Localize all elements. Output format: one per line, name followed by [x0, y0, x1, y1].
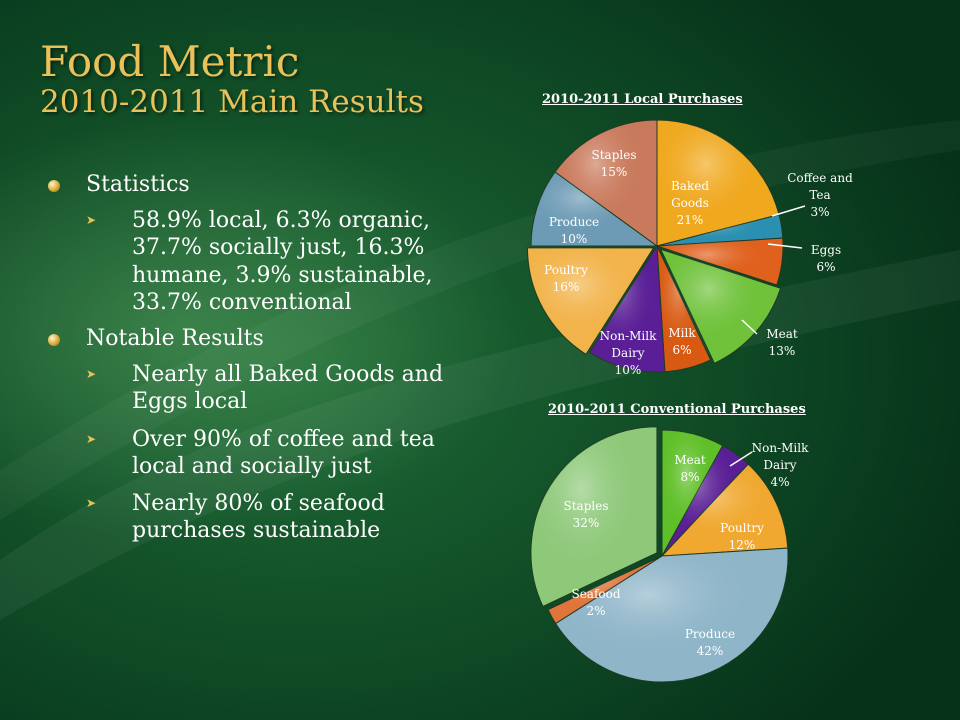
bullet-dot-icon — [48, 180, 60, 192]
arrow-bullet-icon: ➤ — [86, 367, 97, 382]
slice-label-meat: Meat 13% — [766, 327, 798, 358]
sub-bullet: ➤ 58.9% local, 6.3% organic, 37.7% socia… — [46, 207, 446, 316]
sub-bullet-text: Nearly all Baked Goods and Eggs local — [132, 362, 444, 415]
sub-bullet-text: 58.9% local, 6.3% organic, 37.7% sociall… — [132, 208, 433, 315]
pie-slice-shine — [527, 247, 654, 355]
sub-bullet: ➤ Over 90% of coffee and tea local and s… — [46, 426, 446, 481]
pie-slice-shine — [662, 445, 749, 556]
pie-slice-shine — [531, 171, 657, 246]
pie-slice-shine — [657, 238, 783, 285]
pie-slice-shine — [555, 120, 657, 246]
slice-label-poultry: Poultry 16% — [544, 263, 588, 294]
sub-bullet-text: Nearly 80% of seafood purchases sustaina… — [132, 491, 385, 544]
arrow-bullet-icon: ➤ — [86, 431, 97, 446]
bullet-list: Statistics ➤ 58.9% local, 6.3% organic, … — [46, 172, 446, 555]
sub-bullet: ➤ Nearly 80% of seafood purchases sustai… — [46, 490, 446, 545]
sub-bullet-text: Over 90% of coffee and tea local and soc… — [132, 426, 435, 479]
arrow-bullet-icon: ➤ — [86, 496, 97, 511]
slice-label-non-milk-dairy: Non-Milk Dairy 4% — [752, 441, 809, 489]
slice-label-staples: Staples 32% — [564, 499, 609, 530]
bullet-text: Statistics — [86, 172, 190, 197]
slice-label-meat: Meat 8% — [674, 453, 706, 484]
slice-label-baked-goods: Baked Goods 21% — [671, 179, 709, 227]
sub-bullet: ➤ Nearly all Baked Goods and Eggs local — [46, 361, 446, 416]
slice-label-produce: Produce 10% — [549, 215, 599, 246]
pie-slice-shine — [657, 120, 780, 246]
leader-line-meat — [741, 319, 758, 335]
chart-title-conventional: 2010-2011 Conventional Purchases — [548, 402, 806, 417]
leader-line-coffee-and-tea — [771, 205, 806, 217]
page-title: Food Metric 2010-2011 Main Results — [40, 37, 424, 121]
slice-label-poultry: Poultry 12% — [720, 521, 764, 552]
bullet-statistics: Statistics — [46, 172, 446, 197]
pie-slice-shine — [555, 548, 788, 682]
bullet-text: Notable Results — [86, 326, 264, 352]
pie-slice-shine — [547, 556, 662, 624]
pie-slice-shine — [660, 249, 781, 364]
pie-slice-shine — [657, 246, 711, 372]
bullet-notable-results: Notable Results — [46, 326, 446, 351]
slice-label-milk: Milk 6% — [668, 326, 696, 357]
slice-label-eggs: Eggs 6% — [811, 243, 841, 274]
slice-label-seafood: Seafood 2% — [571, 587, 620, 618]
slice-label-produce: Produce 42% — [685, 627, 735, 658]
conventional-purchases-pie-chart: Meat 8% Non-Milk Dairy 4% Poultry 12% Produce 42… — [530, 426, 809, 683]
title-line-1: Food Metric — [40, 37, 300, 86]
local-purchases-pie-chart: Baked Goods 21% Coffee and Tea 3% Eggs 6% Meat 13… — [526, 119, 853, 377]
arrow-bullet-icon: ➤ — [86, 213, 97, 227]
pie-slice-shine — [662, 430, 723, 556]
chart-title-local: 2010-2011 Local Purchases — [542, 92, 743, 107]
pie-slice-shine — [662, 464, 788, 556]
pie-slice-shine — [589, 246, 665, 372]
pie-slice-shine — [530, 426, 657, 607]
title-line-2: 2010-2011 Main Results — [40, 84, 424, 121]
slice-label-coffee-and-tea: Coffee and Tea 3% — [787, 171, 853, 219]
bullet-dot-icon — [48, 334, 60, 347]
leader-line-non-milk-dairy — [729, 451, 753, 467]
leader-line-eggs — [767, 243, 803, 249]
slice-label-non-milk-dairy: Non-Milk Dairy 10% — [600, 329, 657, 377]
slice-label-staples: Staples 15% — [592, 148, 637, 179]
pie-slice-shine — [657, 214, 783, 246]
